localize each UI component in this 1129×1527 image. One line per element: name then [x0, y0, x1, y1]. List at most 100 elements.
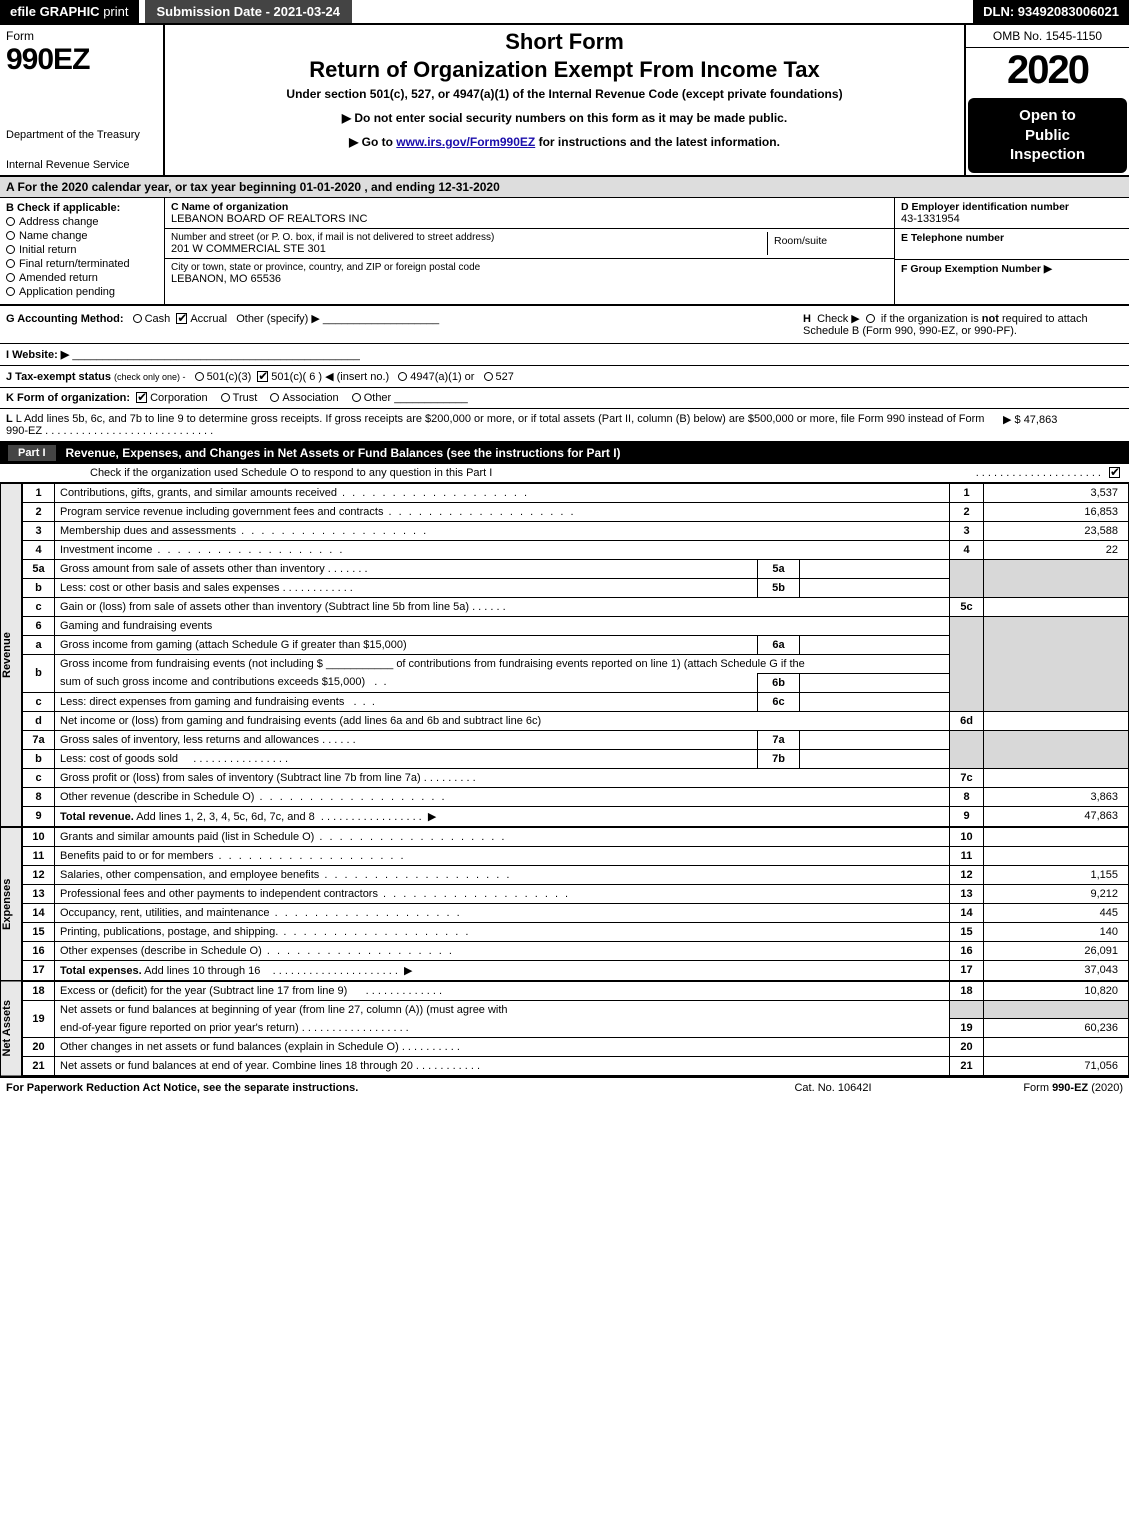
return-title: Return of Organization Exempt From Incom…: [175, 57, 954, 83]
chk-final[interactable]: Final return/terminated: [6, 258, 158, 270]
l-row: L L Add lines 5b, 6c, and 7b to line 9 t…: [0, 409, 1129, 442]
line-desc: Other revenue (describe in Schedule O): [60, 791, 447, 803]
g-accounting: G Accounting Method: Cash Accrual Other …: [6, 312, 803, 337]
line-ref: 18: [950, 981, 984, 1000]
line-ref: 4: [950, 540, 984, 559]
line-value: 1,155: [984, 865, 1129, 884]
line-value: 140: [984, 922, 1129, 941]
line-desc: Net assets or fund balances at end of ye…: [60, 1060, 413, 1072]
circle-icon[interactable]: [866, 314, 875, 323]
line-num: 17: [23, 960, 55, 980]
line-num: 19: [23, 1000, 55, 1038]
revenue-table: 1 Contributions, gifts, grants, and simil…: [22, 483, 1129, 827]
sub-ref: 6a: [758, 635, 800, 654]
line-value: 445: [984, 903, 1129, 922]
line-ref: 5c: [950, 597, 984, 616]
line-num: b: [23, 749, 55, 768]
revenue-sidelabel: Revenue: [0, 483, 22, 827]
open2: Public: [1025, 127, 1070, 144]
footer-form-num: 990-EZ: [1052, 1082, 1088, 1094]
dept-treasury: Department of the Treasury: [6, 129, 157, 141]
line-desc: Occupancy, rent, utilities, and maintena…: [60, 907, 462, 919]
j-501c-checkbox[interactable]: [257, 371, 268, 382]
chk-amended[interactable]: Amended return: [6, 272, 158, 284]
netassets-table: 18Excess or (deficit) for the year (Subt…: [22, 981, 1129, 1077]
city-box: City or town, state or province, country…: [165, 259, 894, 288]
street-label: Number and street (or P. O. box, if mail…: [171, 232, 767, 243]
line-num: 4: [23, 540, 55, 559]
top-bar: efile GRAPHIC print Submission Date - 20…: [0, 0, 1129, 25]
line-num: c: [23, 768, 55, 787]
line-num: c: [23, 692, 55, 711]
circle-icon[interactable]: [195, 372, 204, 381]
city-value: LEBANON, MO 65536: [171, 273, 888, 285]
sched-o-checkbox[interactable]: [1109, 467, 1120, 478]
line-ref: 19: [950, 1019, 984, 1038]
sub-value: [800, 730, 950, 749]
line-num: 1: [23, 483, 55, 502]
efile-text: efile GRAPHIC: [10, 4, 100, 19]
chk-pending[interactable]: Application pending: [6, 286, 158, 298]
j-501c3: 501(c)(3): [207, 371, 252, 383]
line-ref: 8: [950, 787, 984, 806]
sub-value: [800, 559, 950, 578]
line-num: 21: [23, 1057, 55, 1076]
chk-name-label: Name change: [19, 230, 88, 242]
line-desc: Gross amount from sale of assets other t…: [60, 563, 325, 575]
circle-icon: [6, 245, 15, 254]
line-num: 16: [23, 941, 55, 960]
circle-icon[interactable]: [352, 393, 361, 402]
accrual-checkbox[interactable]: [176, 313, 187, 324]
line-num: 5a: [23, 559, 55, 578]
subtitle: Under section 501(c), 527, or 4947(a)(1)…: [175, 87, 954, 101]
chk-address[interactable]: Address change: [6, 216, 158, 228]
circle-icon[interactable]: [270, 393, 279, 402]
k-corp-checkbox[interactable]: [136, 392, 147, 403]
line-value: 37,043: [984, 960, 1129, 980]
chk-name[interactable]: Name change: [6, 230, 158, 242]
line-num: 10: [23, 827, 55, 846]
line-num: 8: [23, 787, 55, 806]
footer-form-pre: Form: [1023, 1082, 1052, 1094]
chk-address-label: Address change: [19, 216, 99, 228]
line-desc: Membership dues and assessments: [60, 525, 428, 537]
street-box: Number and street (or P. O. box, if mail…: [171, 232, 768, 255]
print-link[interactable]: print: [103, 4, 128, 19]
dept-irs: Internal Revenue Service: [6, 159, 157, 171]
expenses-table: 10Grants and similar amounts paid (list …: [22, 827, 1129, 981]
line-desc: Contributions, gifts, grants, and simila…: [60, 487, 529, 499]
circle-icon[interactable]: [484, 372, 493, 381]
chk-initial[interactable]: Initial return: [6, 244, 158, 256]
chk-final-label: Final return/terminated: [19, 258, 130, 270]
line-desc: Less: cost or other basis and sales expe…: [60, 582, 280, 594]
line-num: 18: [23, 981, 55, 1000]
circle-icon[interactable]: [398, 372, 407, 381]
line-value: [984, 827, 1129, 846]
line-ref: 20: [950, 1038, 984, 1057]
tax-year: 2020: [966, 48, 1129, 96]
circle-icon[interactable]: [221, 393, 230, 402]
sub-ref: 7b: [758, 749, 800, 768]
circle-icon[interactable]: [133, 314, 142, 323]
shade-cell: [984, 1000, 1129, 1019]
line-desc: Gaming and fundraising events: [60, 620, 212, 632]
info-grid: B Check if applicable: Address change Na…: [0, 198, 1129, 306]
j-527: 527: [496, 371, 514, 383]
line-ref: 9: [950, 806, 984, 826]
irs-link[interactable]: www.irs.gov/Form990EZ: [396, 135, 535, 149]
sub-value: [800, 749, 950, 768]
k-row: K Form of organization: Corporation Trus…: [0, 388, 1129, 409]
revenue-section: Revenue 1 Contributions, gifts, grants, a…: [0, 483, 1129, 827]
expenses-section: Expenses 10Grants and similar amounts pa…: [0, 827, 1129, 981]
j-row: J Tax-exempt status (check only one) - 5…: [0, 366, 1129, 388]
line-num: 7a: [23, 730, 55, 749]
line-value: 16,853: [984, 502, 1129, 521]
sub-value: [800, 692, 950, 711]
line-desc: Investment income: [60, 544, 344, 556]
circle-icon: [6, 287, 15, 296]
footer-form-year: (2020): [1088, 1082, 1123, 1094]
l-text: L Add lines 5b, 6c, and 7b to line 9 to …: [6, 413, 984, 437]
footer-left: For Paperwork Reduction Act Notice, see …: [6, 1082, 743, 1094]
line-num: 13: [23, 884, 55, 903]
line-ref: 11: [950, 846, 984, 865]
